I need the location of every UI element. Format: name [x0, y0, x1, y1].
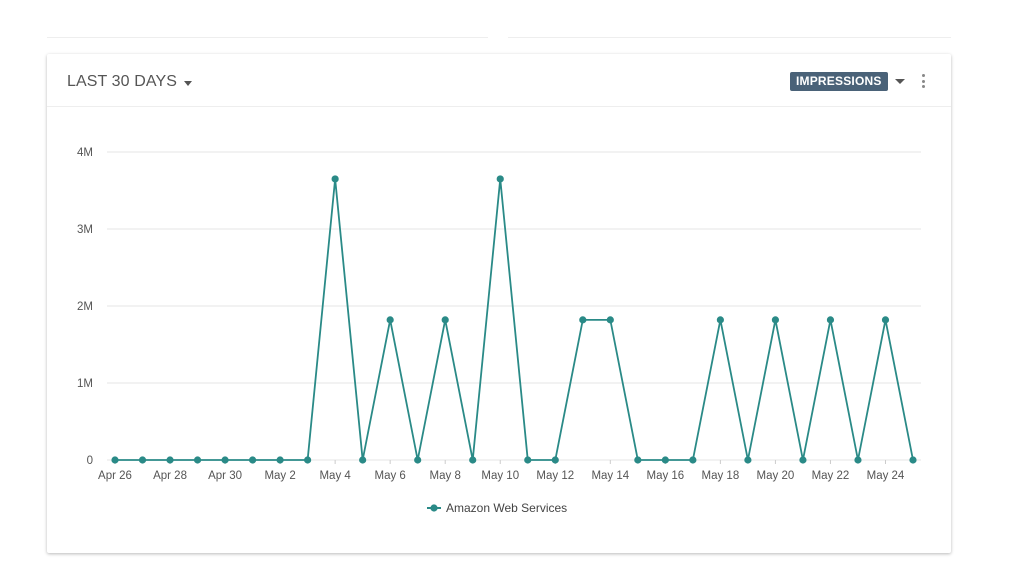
data-point[interactable] — [826, 316, 835, 324]
data-point[interactable] — [331, 175, 339, 183]
grid-lines — [107, 151, 921, 461]
data-point[interactable] — [716, 316, 724, 324]
x-tick-label: May 16 — [646, 470, 684, 482]
data-point[interactable] — [634, 456, 642, 464]
data-point[interactable] — [414, 456, 422, 464]
data-point[interactable] — [276, 456, 284, 464]
x-tick-label: May 20 — [757, 470, 795, 482]
metric-badge: IMPRESSIONS — [790, 71, 888, 91]
x-tick-label: May 8 — [430, 470, 461, 482]
data-point[interactable] — [744, 456, 752, 464]
x-tick-label: May 12 — [536, 470, 574, 482]
series-layer — [111, 175, 917, 464]
data-point[interactable] — [248, 456, 257, 464]
x-tick-label: May 24 — [867, 470, 905, 482]
data-point[interactable] — [799, 456, 807, 464]
data-point[interactable] — [524, 456, 532, 464]
data-point[interactable] — [193, 456, 202, 464]
data-point[interactable] — [881, 316, 890, 324]
y-tick-label: 0 — [87, 455, 93, 467]
x-axis-ticks: Apr 26 Apr 28 Apr 30 May 2 May 4 May 6 May 8 Ma… — [98, 460, 905, 482]
top-dividers — [47, 37, 951, 38]
data-point[interactable] — [551, 456, 559, 464]
y-tick-label: 2M — [77, 301, 93, 313]
data-point[interactable] — [771, 316, 780, 324]
data-point[interactable] — [166, 456, 174, 464]
chart-card: LAST 30 DAYS IMPRESSIONS 0 1M 2M 3M 4M Apr 2… — [47, 54, 951, 553]
x-tick-label: May 10 — [481, 470, 519, 482]
legend[interactable]: Amazon Web Services — [427, 501, 567, 515]
data-point[interactable] — [661, 456, 669, 464]
y-axis-ticks: 0 1M 2M 3M 4M — [77, 147, 93, 467]
x-tick-label: Apr 28 — [153, 470, 187, 482]
y-tick-label: 1M — [77, 378, 93, 390]
x-tick-label: May 14 — [591, 470, 629, 482]
more-options-icon[interactable] — [919, 73, 929, 89]
caret-down-icon — [184, 80, 192, 86]
data-point[interactable] — [359, 456, 367, 464]
data-point[interactable] — [138, 456, 147, 464]
legend-marker-icon — [430, 504, 438, 512]
date-range-dropdown[interactable]: LAST 30 DAYS — [67, 71, 192, 93]
legend-label[interactable]: Amazon Web Services — [446, 501, 567, 515]
caret-down-icon — [894, 78, 905, 84]
divider-right — [508, 37, 951, 38]
data-point[interactable] — [221, 456, 229, 464]
y-tick-label: 3M — [77, 224, 93, 236]
x-tick-label: May 2 — [264, 470, 295, 482]
x-tick-label: May 18 — [702, 470, 740, 482]
data-point[interactable] — [111, 456, 119, 464]
y-tick-label: 4M — [77, 147, 93, 159]
metric-dropdown[interactable]: IMPRESSIONS — [790, 71, 905, 91]
divider-left — [47, 37, 488, 38]
date-range-label: LAST 30 DAYS — [67, 73, 177, 90]
data-point[interactable] — [441, 316, 449, 324]
data-point[interactable] — [469, 456, 477, 464]
data-point[interactable] — [386, 316, 394, 324]
x-tick-label: Apr 26 — [98, 470, 132, 482]
data-point[interactable] — [579, 316, 587, 324]
data-point[interactable] — [854, 456, 862, 464]
data-point[interactable] — [304, 456, 312, 464]
x-tick-label: May 22 — [812, 470, 850, 482]
data-point[interactable] — [496, 175, 504, 183]
data-point[interactable] — [909, 456, 917, 464]
x-tick-label: May 6 — [375, 470, 406, 482]
x-tick-label: May 4 — [319, 470, 351, 482]
card-header: LAST 30 DAYS IMPRESSIONS — [47, 54, 951, 107]
data-point[interactable] — [689, 456, 697, 464]
series-line — [115, 178, 914, 461]
data-point[interactable] — [606, 316, 614, 324]
x-tick-label: Apr 30 — [208, 470, 242, 482]
line-chart: 0 1M 2M 3M 4M Apr 26 Apr 28 Apr 30 May 2 May 4 Ma… — [77, 147, 921, 515]
